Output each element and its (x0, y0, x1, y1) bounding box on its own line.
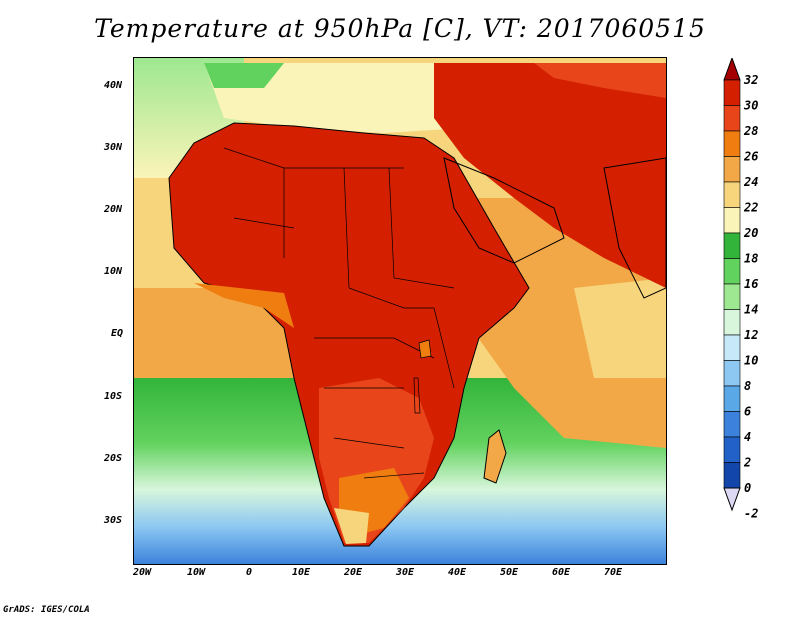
colorbar-tick-label: 14 (744, 303, 758, 317)
colorbar-tick-label: 30 (743, 99, 758, 113)
cape-region (334, 508, 369, 544)
lat-label: 10S (104, 391, 123, 402)
lat-label: 20N (104, 204, 123, 215)
lake-victoria (418, 339, 432, 359)
colorbar-tick-label: 20 (743, 226, 758, 240)
lon-label: 20E (344, 567, 363, 578)
central-asia (534, 63, 666, 98)
temperature-map (134, 58, 666, 564)
lon-label: 70E (604, 567, 623, 578)
lon-label: 40E (448, 567, 467, 578)
gulf-of-guinea-coast (194, 283, 294, 328)
lon-label: 20W (133, 567, 152, 578)
colorbar-tick-label: 32 (743, 73, 758, 87)
colorbar-min-triangle (723, 487, 741, 512)
colorbar-segment (723, 207, 741, 234)
colorbar-segment (723, 79, 741, 106)
africa-landmass (168, 122, 530, 547)
colorbar-segment (723, 436, 741, 463)
lon-label: 10W (187, 567, 206, 578)
india-outline (603, 157, 666, 299)
colorbar-segment (723, 283, 741, 310)
lat-label: 40N (104, 80, 123, 91)
colorbar-tick-label: 10 (744, 354, 758, 368)
colorbar-segment (723, 462, 741, 489)
colorbar-tick-label: -2 (744, 507, 758, 521)
colorbar-tick-label: 26 (743, 150, 758, 164)
colorbar-tick-label: 16 (744, 277, 758, 291)
colorbar-segment (723, 156, 741, 183)
indian-ocean-mid (574, 278, 666, 378)
colorbar-tick-label: 0 (744, 481, 751, 495)
colorbar-segment (723, 360, 741, 387)
colorbar-tick-label: 4 (744, 430, 751, 444)
colorbar-segment (723, 385, 741, 412)
lon-label: 30E (396, 567, 415, 578)
colorbar-segment (723, 258, 741, 285)
lat-label: EQ (111, 328, 124, 339)
colorbar-max-triangle (723, 58, 741, 81)
lake-tanganyika (413, 377, 421, 414)
middle-east-hot (434, 63, 666, 288)
lon-label: 50E (500, 567, 519, 578)
lat-label: 20S (104, 453, 123, 464)
lat-label: 30S (104, 515, 123, 526)
colorbar-tick-label: 2 (743, 456, 751, 470)
map-title: Temperature at 950hPa [C], VT: 201706051… (94, 14, 706, 43)
colorbar-segment (723, 181, 741, 208)
lon-label: 60E (552, 567, 571, 578)
colorbar-tick-label: 18 (744, 252, 758, 266)
colorbar-tick-label: 24 (743, 175, 758, 189)
colorbar-tick-label: 8 (744, 379, 751, 393)
lon-label: 0 (246, 567, 253, 578)
credit-label: GrADS: IGES/COLA (3, 605, 90, 615)
colorbar-segment (723, 232, 741, 259)
colorbar-segment (723, 411, 741, 438)
colorbar-tick-label: 6 (744, 405, 751, 419)
colorbar-segment (723, 309, 741, 336)
lat-label: 30N (104, 142, 123, 153)
colorbar-tick-label: 22 (743, 201, 758, 215)
iberia (204, 63, 284, 88)
colorbar-segment (723, 130, 741, 157)
colorbar-tick-label: 28 (743, 124, 758, 138)
colorbar-segment (723, 334, 741, 361)
colorbar-tick-label: 12 (744, 328, 758, 342)
lat-label: 10N (104, 266, 123, 277)
map-panel (133, 57, 667, 565)
arabia-outline (443, 157, 565, 264)
madagascar (483, 429, 507, 484)
colorbar-segment (723, 105, 741, 132)
lon-label: 10E (292, 567, 311, 578)
